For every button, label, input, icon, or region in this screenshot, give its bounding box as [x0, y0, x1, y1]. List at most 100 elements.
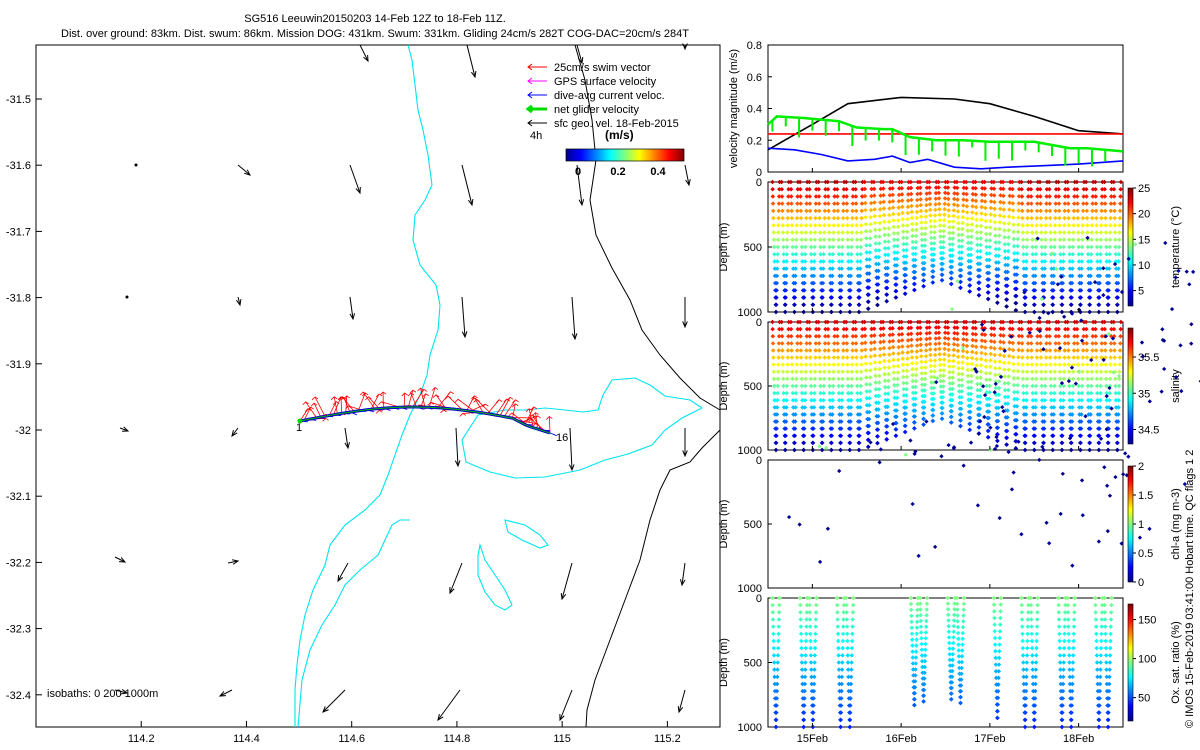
profile-point [775, 653, 781, 658]
swim-vector [370, 393, 380, 410]
profile-point [822, 355, 827, 360]
profile-point [940, 405, 945, 411]
profile-point [834, 319, 840, 325]
profile-point [1066, 230, 1072, 235]
profile-point [968, 264, 973, 270]
profile-point [1004, 442, 1009, 447]
profile-point [829, 302, 834, 308]
swim-vector [362, 391, 376, 410]
chl-point [1057, 345, 1063, 351]
profile-point [1093, 326, 1098, 332]
profile-point [770, 348, 776, 353]
profile-point [1053, 201, 1058, 206]
profile-point [781, 259, 787, 264]
profile-point [848, 412, 854, 417]
profile-point [922, 393, 927, 399]
profile-point [1102, 326, 1108, 332]
profile-point [946, 618, 951, 623]
profile-point [923, 353, 929, 359]
profile-point [975, 255, 981, 260]
profile-point [1053, 186, 1059, 192]
profile-point [1084, 186, 1089, 192]
profile-point [801, 288, 807, 293]
swim-vector [548, 416, 551, 434]
profile-point [989, 326, 994, 331]
swim-vector-head [375, 409, 383, 414]
profile-point [820, 280, 826, 286]
profile-point [908, 331, 914, 337]
profile-point [1118, 333, 1123, 339]
profile-point [881, 326, 886, 331]
profile-point [1029, 341, 1034, 346]
profile-point [974, 375, 980, 381]
profile-point [920, 388, 925, 393]
profile-point [1067, 390, 1072, 396]
profile-point [1003, 262, 1008, 268]
profile-point [841, 348, 846, 353]
profile-point [1030, 244, 1035, 250]
profile-point [776, 631, 781, 637]
profile-point [827, 397, 833, 403]
profile-point [834, 602, 840, 608]
geo-vector-head [363, 54, 369, 63]
profile-point [950, 386, 955, 392]
profile-point [792, 419, 798, 424]
profile-point [1107, 653, 1113, 658]
profile-point [940, 389, 946, 395]
profile-point [1070, 244, 1076, 250]
profile-point [855, 390, 860, 396]
profile-point [831, 369, 836, 375]
profile-point [1014, 403, 1020, 409]
profile-point [1108, 610, 1114, 615]
profile-point [1089, 369, 1095, 375]
profile-point [1039, 244, 1045, 250]
profile-point [1007, 340, 1012, 345]
profile-point [1022, 309, 1028, 315]
profile-point [1115, 302, 1120, 308]
profile-point [1051, 405, 1057, 410]
profile-point [984, 383, 989, 389]
geo-vector [461, 164, 473, 206]
profile-point [1106, 412, 1112, 417]
profile-point [917, 601, 923, 607]
profile-point [968, 409, 973, 415]
profile-point [938, 373, 943, 379]
profile-point [899, 325, 905, 331]
profile-point [857, 419, 863, 424]
profile-point [937, 351, 942, 357]
profile-point [1108, 341, 1114, 346]
profile-point [1069, 280, 1075, 286]
profile-point [947, 657, 953, 663]
profile-point [956, 377, 962, 383]
profile-point [1071, 617, 1077, 622]
profile-point [1065, 326, 1071, 332]
profile-point [912, 281, 917, 287]
profile-point [803, 631, 809, 637]
swim-vector [535, 412, 538, 430]
profile-point [853, 326, 858, 332]
chl-point [978, 419, 983, 424]
profile-point [995, 300, 1000, 306]
profile-point [976, 293, 982, 298]
profile-point [1089, 244, 1094, 250]
profile-point [1097, 266, 1103, 271]
profile-point [1083, 179, 1089, 185]
profile-point [1029, 617, 1034, 622]
profile-point [910, 661, 916, 666]
swim-vector-head [330, 396, 338, 401]
profile-point [956, 371, 961, 377]
chl-point [1006, 449, 1011, 455]
profile-point [836, 259, 842, 264]
profile-point [1059, 309, 1065, 315]
profile-point [1097, 703, 1102, 708]
profile-point [1030, 251, 1035, 257]
profile-point [969, 361, 975, 367]
profile-point [947, 386, 953, 392]
colorbar-tick-label: 0 [1138, 577, 1144, 589]
profile-point [1057, 230, 1063, 235]
swim-vector [313, 403, 322, 418]
profile-point [802, 280, 807, 286]
profile-point [895, 363, 901, 369]
profile-point [1084, 326, 1089, 332]
profile-point [1078, 426, 1084, 431]
